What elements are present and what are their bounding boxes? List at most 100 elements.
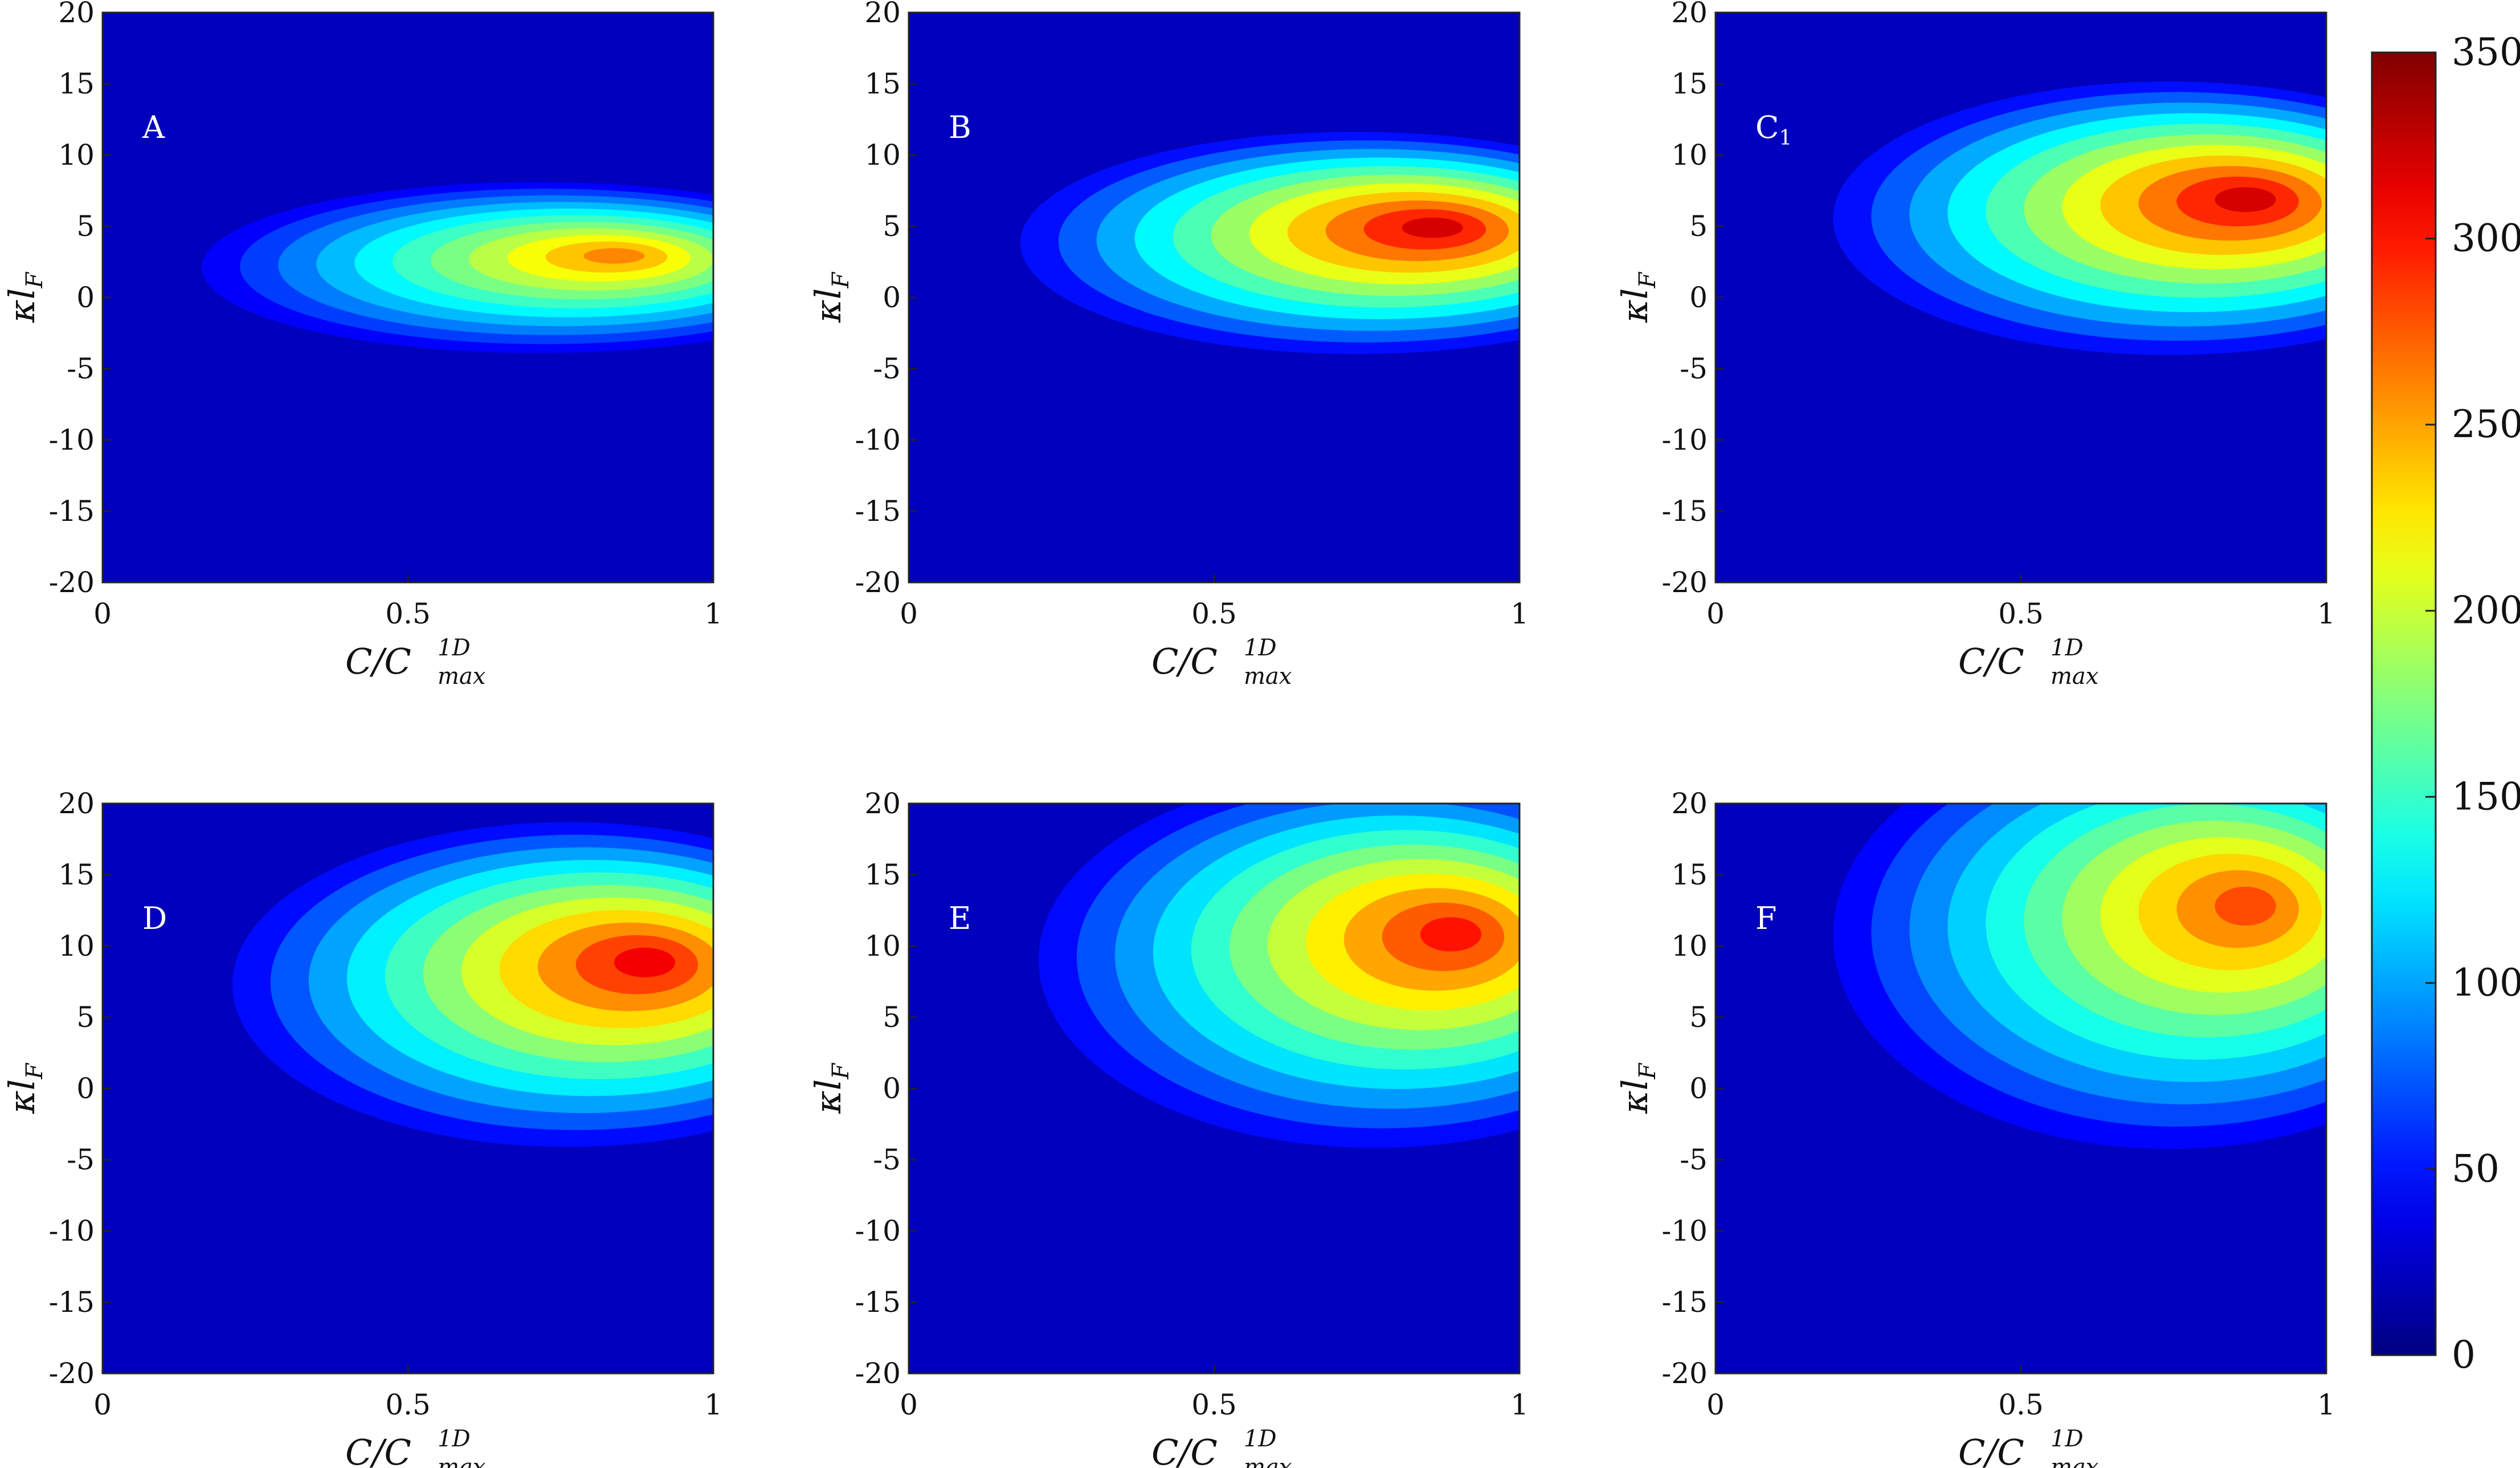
x-tick-label: 0	[900, 597, 918, 630]
y-tick-label: 10	[1671, 138, 1708, 172]
y-tick-label: -10	[48, 1214, 95, 1247]
y-tick-label: 0	[76, 281, 95, 314]
x-tick-label: 0.5	[385, 1388, 431, 1421]
y-tick-label: -20	[48, 566, 95, 599]
colorbar-tick-label: 0	[2452, 1333, 2476, 1377]
x-tick-label: 0	[93, 597, 112, 630]
y-tick-label: 5	[883, 1001, 901, 1034]
panel-label: D	[142, 900, 167, 936]
y-tick-label: -10	[855, 423, 901, 456]
x-tick-label: 0	[93, 1388, 112, 1421]
y-tick-label: -10	[1661, 423, 1708, 456]
x-tick-label: 1	[1510, 1388, 1529, 1421]
y-tick-label: -5	[67, 1143, 95, 1176]
y-tick-label: -5	[67, 352, 95, 385]
y-tick-label: -20	[855, 566, 901, 599]
colorbar-tick-label: 150	[2452, 774, 2520, 818]
y-tick-label: -20	[48, 1357, 95, 1390]
y-tick-label: 5	[1689, 210, 1708, 243]
x-axis-label-subscript: max	[438, 1454, 485, 1468]
panel-label: E	[949, 900, 971, 936]
x-tick-label: 0	[1706, 1388, 1725, 1421]
y-tick-label: 20	[864, 0, 901, 29]
y-axis-label: κlF	[807, 272, 854, 324]
y-tick-label: 10	[1671, 929, 1708, 963]
x-axis-label-superscript: 1D	[1244, 1426, 1277, 1452]
colorbar-tick-label: 250	[2452, 402, 2520, 446]
contour-level	[2215, 887, 2276, 926]
contour-level	[2215, 187, 2276, 213]
y-tick-label: 5	[76, 1001, 95, 1034]
x-tick-label: 0.5	[1998, 1388, 2044, 1421]
y-tick-label: -15	[855, 1286, 901, 1319]
y-tick-label: 15	[1671, 858, 1708, 891]
x-axis-label-subscript: max	[438, 663, 485, 690]
colorbar-gradient	[2371, 51, 2437, 1356]
y-tick-label: -10	[1661, 1214, 1708, 1247]
y-tick-label: 20	[58, 0, 95, 29]
x-axis-label-subscript: max	[2051, 1454, 2098, 1468]
y-tick-label: -10	[48, 423, 95, 456]
colorbar-tick-label: 300	[2452, 217, 2520, 260]
y-tick-label: 5	[76, 210, 95, 243]
x-axis-label-subscript: max	[1244, 663, 1292, 690]
y-tick-label: 15	[58, 858, 95, 891]
y-tick-label: 20	[58, 787, 95, 820]
y-axis-label: κlF	[807, 1063, 854, 1115]
x-tick-label: 0.5	[1191, 597, 1237, 630]
contour-level	[614, 947, 675, 977]
x-axis-label-superscript: 1D	[2051, 1426, 2084, 1452]
x-axis-label-superscript: 1D	[438, 635, 471, 661]
x-axis-label: C/C	[1151, 1432, 1218, 1468]
y-tick-label: 0	[883, 1072, 901, 1105]
contour-level	[1420, 917, 1481, 952]
x-tick-label: 1	[1510, 597, 1529, 630]
y-tick-label: 5	[1689, 1001, 1708, 1034]
x-axis-label-superscript: 1D	[2051, 635, 2084, 661]
y-tick-label: -20	[1661, 566, 1708, 599]
x-tick-label: 0.5	[1191, 1388, 1237, 1421]
y-axis-label: κlF	[1614, 1063, 1661, 1115]
x-tick-label: 0	[1706, 597, 1725, 630]
colorbar: 0 50 100 150 200 250 300 350	[2371, 30, 2520, 1377]
y-tick-label: 15	[864, 858, 901, 891]
panel-label: B	[949, 109, 971, 145]
x-tick-label: 1	[2317, 1388, 2335, 1421]
y-tick-label: -5	[873, 352, 901, 385]
x-axis-label: C/C	[1151, 641, 1218, 682]
y-tick-label: 15	[58, 67, 95, 100]
x-axis-label: C/C	[1958, 1432, 2024, 1468]
colorbar-tick-label: 350	[2452, 30, 2520, 74]
x-axis-label: C/C	[345, 641, 411, 682]
x-axis-label: C/C	[1958, 641, 2024, 682]
x-axis-label-subscript: max	[2051, 663, 2098, 690]
y-tick-label: 5	[883, 210, 901, 243]
y-tick-label: -20	[1661, 1357, 1708, 1390]
y-tick-label: -15	[855, 495, 901, 528]
contour-level	[1402, 217, 1463, 238]
x-tick-label: 0	[900, 1388, 918, 1421]
y-tick-label: 10	[58, 138, 95, 172]
y-tick-label: 20	[1671, 787, 1708, 820]
x-axis-label-subscript: max	[1244, 1454, 1292, 1468]
x-axis-label-superscript: 1D	[1244, 635, 1277, 661]
y-tick-label: -10	[855, 1214, 901, 1247]
y-tick-label: -15	[1661, 1286, 1708, 1319]
panel-label: F	[1755, 900, 1776, 936]
y-tick-label: -5	[873, 1143, 901, 1176]
y-tick-label: 0	[1689, 281, 1708, 314]
y-tick-label: -20	[855, 1357, 901, 1390]
y-tick-label: 10	[864, 138, 901, 172]
panel-label: A	[142, 109, 165, 145]
y-tick-label: 10	[58, 929, 95, 963]
y-axis-label: κlF	[1, 272, 48, 324]
y-tick-label: -15	[48, 495, 95, 528]
